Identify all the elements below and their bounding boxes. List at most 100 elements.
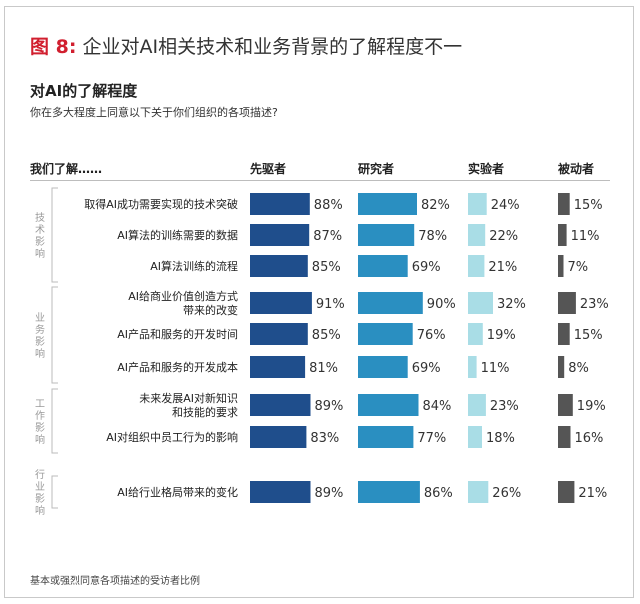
data-label: 21% <box>578 486 607 501</box>
category-label: 和技能的要求 <box>172 405 238 419</box>
group-bracket <box>51 286 58 384</box>
data-label: 19% <box>487 328 516 343</box>
bar <box>358 292 423 314</box>
bar <box>358 323 413 345</box>
data-label: 86% <box>424 486 453 501</box>
figure-number: 图 8: <box>30 36 77 58</box>
bar <box>358 356 408 378</box>
data-label: 23% <box>580 297 609 312</box>
figure-title-text: 企业对AI相关技术和业务背景的了解程度不一 <box>82 36 463 58</box>
bar <box>468 426 482 448</box>
bar <box>250 292 312 314</box>
data-label: 76% <box>417 328 446 343</box>
data-label: 69% <box>412 260 441 275</box>
data-label: 77% <box>417 431 446 446</box>
bar <box>468 255 485 277</box>
bar <box>558 481 575 503</box>
data-label: 11% <box>481 361 510 376</box>
figure-title: 图 8: 企业对AI相关技术和业务背景的了解程度不一 <box>30 32 462 59</box>
data-label: 21% <box>488 260 517 275</box>
header-divider <box>30 180 610 181</box>
bar <box>558 292 576 314</box>
bar <box>358 394 419 416</box>
category-label: AI算法的训练需要的数据 <box>117 228 238 242</box>
category-label: 取得AI成功需要实现的技术突破 <box>84 197 238 211</box>
category-label: 带来的改变 <box>183 303 238 317</box>
column-header-experimenters: 实验者 <box>468 162 505 176</box>
bar <box>250 323 308 345</box>
bar <box>358 426 414 448</box>
bar <box>558 224 567 246</box>
bar <box>558 426 571 448</box>
bar <box>558 356 565 378</box>
data-label: 84% <box>423 399 452 414</box>
data-label: 89% <box>315 486 344 501</box>
data-label: 90% <box>427 297 456 312</box>
bar <box>250 426 307 448</box>
bar <box>468 394 486 416</box>
category-label: AI给商业价值创造方式 <box>128 289 238 303</box>
bar <box>250 356 306 378</box>
data-label: 85% <box>312 328 341 343</box>
data-label: 82% <box>421 198 450 213</box>
data-label: 18% <box>486 431 515 446</box>
data-label: 15% <box>574 328 603 343</box>
bar <box>250 224 310 246</box>
data-label: 23% <box>490 399 519 414</box>
category-label: 未来发展AI对新知识 <box>139 391 238 405</box>
group-bracket <box>51 388 58 454</box>
data-label: 91% <box>316 297 345 312</box>
data-label: 7% <box>568 260 589 275</box>
group-label: 业务影响 <box>35 312 45 360</box>
bar <box>468 224 486 246</box>
category-label: AI产品和服务的开发时间 <box>117 327 238 341</box>
data-label: 16% <box>575 431 604 446</box>
group-label: 技术影响 <box>35 211 45 260</box>
survey-question: 你在多大程度上同意以下关于你们组织的各项描述? <box>30 106 278 119</box>
bar <box>358 224 415 246</box>
bar <box>558 323 570 345</box>
data-label: 32% <box>497 297 526 312</box>
group-bracket <box>51 475 58 509</box>
category-label: AI给行业格局带来的变化 <box>117 485 238 499</box>
column-header-investigators: 研究者 <box>358 162 395 176</box>
bar <box>468 323 483 345</box>
category-label: AI对组织中员工行为的影响 <box>106 430 238 444</box>
bar <box>558 193 570 215</box>
data-label: 81% <box>309 361 338 376</box>
data-label: 78% <box>418 229 447 244</box>
data-label: 8% <box>568 361 589 376</box>
bar <box>250 394 311 416</box>
bar <box>250 193 310 215</box>
category-label: AI算法训练的流程 <box>150 259 238 273</box>
bar <box>468 356 477 378</box>
data-label: 24% <box>491 198 520 213</box>
figure-frame <box>4 6 634 598</box>
bar <box>468 292 493 314</box>
bar <box>250 255 308 277</box>
group-label: 工作影响 <box>35 399 45 446</box>
footnote: 基本或强烈同意各项描述的受访者比例 <box>30 576 200 587</box>
category-label: AI产品和服务的开发成本 <box>117 360 238 374</box>
chart-subtitle: 对AI的了解程度 <box>30 82 138 100</box>
data-label: 26% <box>492 486 521 501</box>
data-label: 15% <box>574 198 603 213</box>
column-header-passives: 被动者 <box>558 162 595 176</box>
data-label: 19% <box>577 399 606 414</box>
data-label: 85% <box>312 260 341 275</box>
bar <box>358 193 417 215</box>
data-label: 22% <box>489 229 518 244</box>
bar <box>358 481 420 503</box>
bar <box>468 481 489 503</box>
data-label: 88% <box>314 198 343 213</box>
row-header: 我们了解…… <box>30 162 103 176</box>
data-label: 69% <box>412 361 441 376</box>
group-label: 行业影响 <box>35 468 45 517</box>
data-label: 87% <box>313 229 342 244</box>
group-bracket <box>51 187 58 283</box>
bar <box>558 255 564 277</box>
data-label: 83% <box>310 431 339 446</box>
bar <box>358 255 408 277</box>
bar <box>468 193 487 215</box>
